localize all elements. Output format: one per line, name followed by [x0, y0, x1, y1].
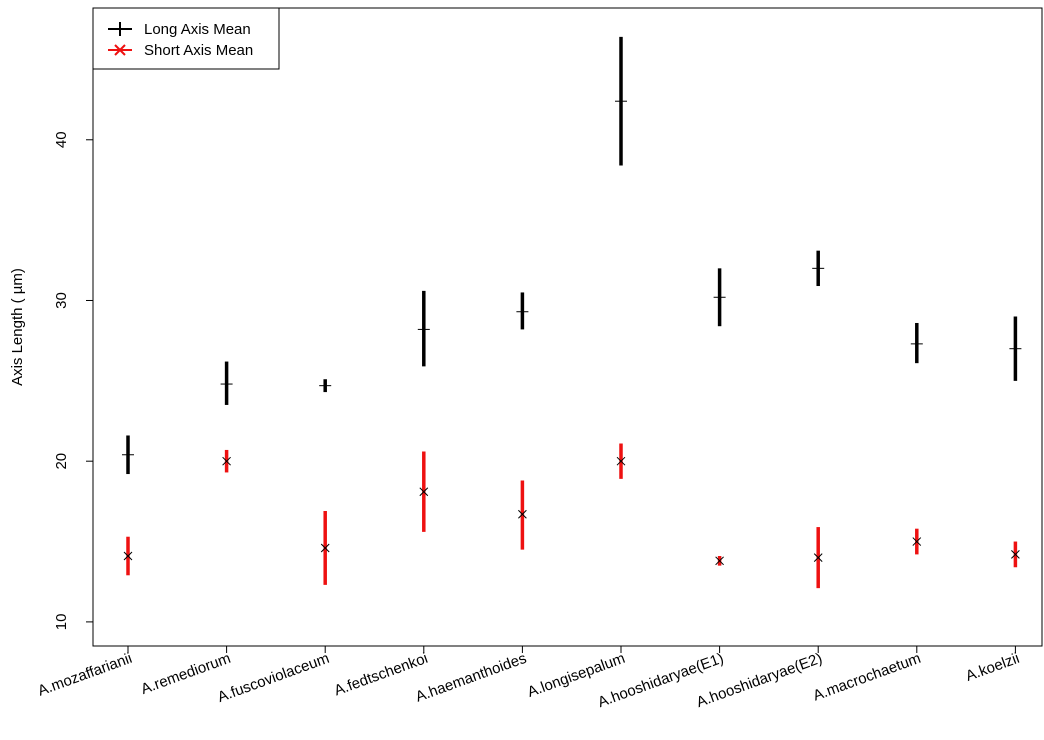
- mean-marker-long: [615, 95, 627, 108]
- mean-marker-short: [715, 556, 724, 566]
- mean-marker-long: [910, 337, 923, 350]
- mean-marker-long: [713, 291, 726, 304]
- x-tick-label: A.macrochaetum: [811, 650, 923, 705]
- mean-marker-long: [812, 262, 825, 275]
- marker-stroke: [616, 456, 626, 466]
- y-axis-title: Axis Length ( µm): [9, 268, 26, 386]
- mean-marker-short: [616, 456, 626, 466]
- marker-stroke: [320, 543, 330, 553]
- marker-stroke: [1011, 550, 1020, 559]
- marker-stroke: [813, 553, 823, 562]
- legend-label: Long Axis Mean: [144, 21, 251, 38]
- mean-marker-short: [518, 509, 527, 519]
- mean-marker-long: [220, 378, 233, 391]
- mean-markers: [122, 95, 1022, 566]
- legend-box: [92, 7, 280, 70]
- marker-stroke: [419, 487, 429, 497]
- x-tick-label: A.mozaffarianii: [36, 650, 135, 700]
- mean-marker-long: [417, 323, 430, 336]
- marker-stroke: [715, 556, 724, 566]
- mean-marker-long: [319, 379, 332, 392]
- y-axis: 10 20 30 40: [53, 131, 93, 630]
- plot-frame: [92, 7, 1043, 647]
- mean-marker-long: [122, 448, 134, 461]
- y-tick-label: 10: [53, 614, 70, 631]
- legend: Long Axis Mean Short Axis Mean: [92, 7, 280, 70]
- marker-stroke: [912, 537, 922, 546]
- legend-marker: [114, 44, 126, 56]
- mean-marker-short: [123, 551, 133, 561]
- mean-marker-short: [813, 553, 823, 562]
- y-tick-label: 20: [53, 453, 70, 470]
- mean-marker-short: [419, 487, 429, 497]
- mean-marker-long: [1009, 342, 1022, 355]
- y-tick-label: 40: [53, 131, 70, 148]
- mean-marker-short: [912, 537, 922, 546]
- marker-stroke: [222, 456, 231, 466]
- mean-marker-short: [320, 543, 330, 553]
- marker-stroke: [518, 509, 527, 519]
- mean-marker-short: [222, 456, 231, 466]
- error-bars: [126, 36, 1018, 589]
- x-tick-label: A.koelzii: [963, 650, 1021, 685]
- mean-marker-short: [1011, 550, 1020, 559]
- mean-marker-long: [516, 305, 529, 318]
- legend-label: Short Axis Mean: [144, 42, 253, 59]
- marker-stroke: [123, 551, 133, 561]
- x-tick-label: A.haemanthoides: [413, 650, 529, 706]
- x-tick-label: A.fuscoviolaceum: [215, 650, 331, 706]
- x-axis: A.mozaffarianii A.remediorumA.fuscoviolac…: [36, 646, 1022, 711]
- y-tick-label: 30: [53, 292, 70, 309]
